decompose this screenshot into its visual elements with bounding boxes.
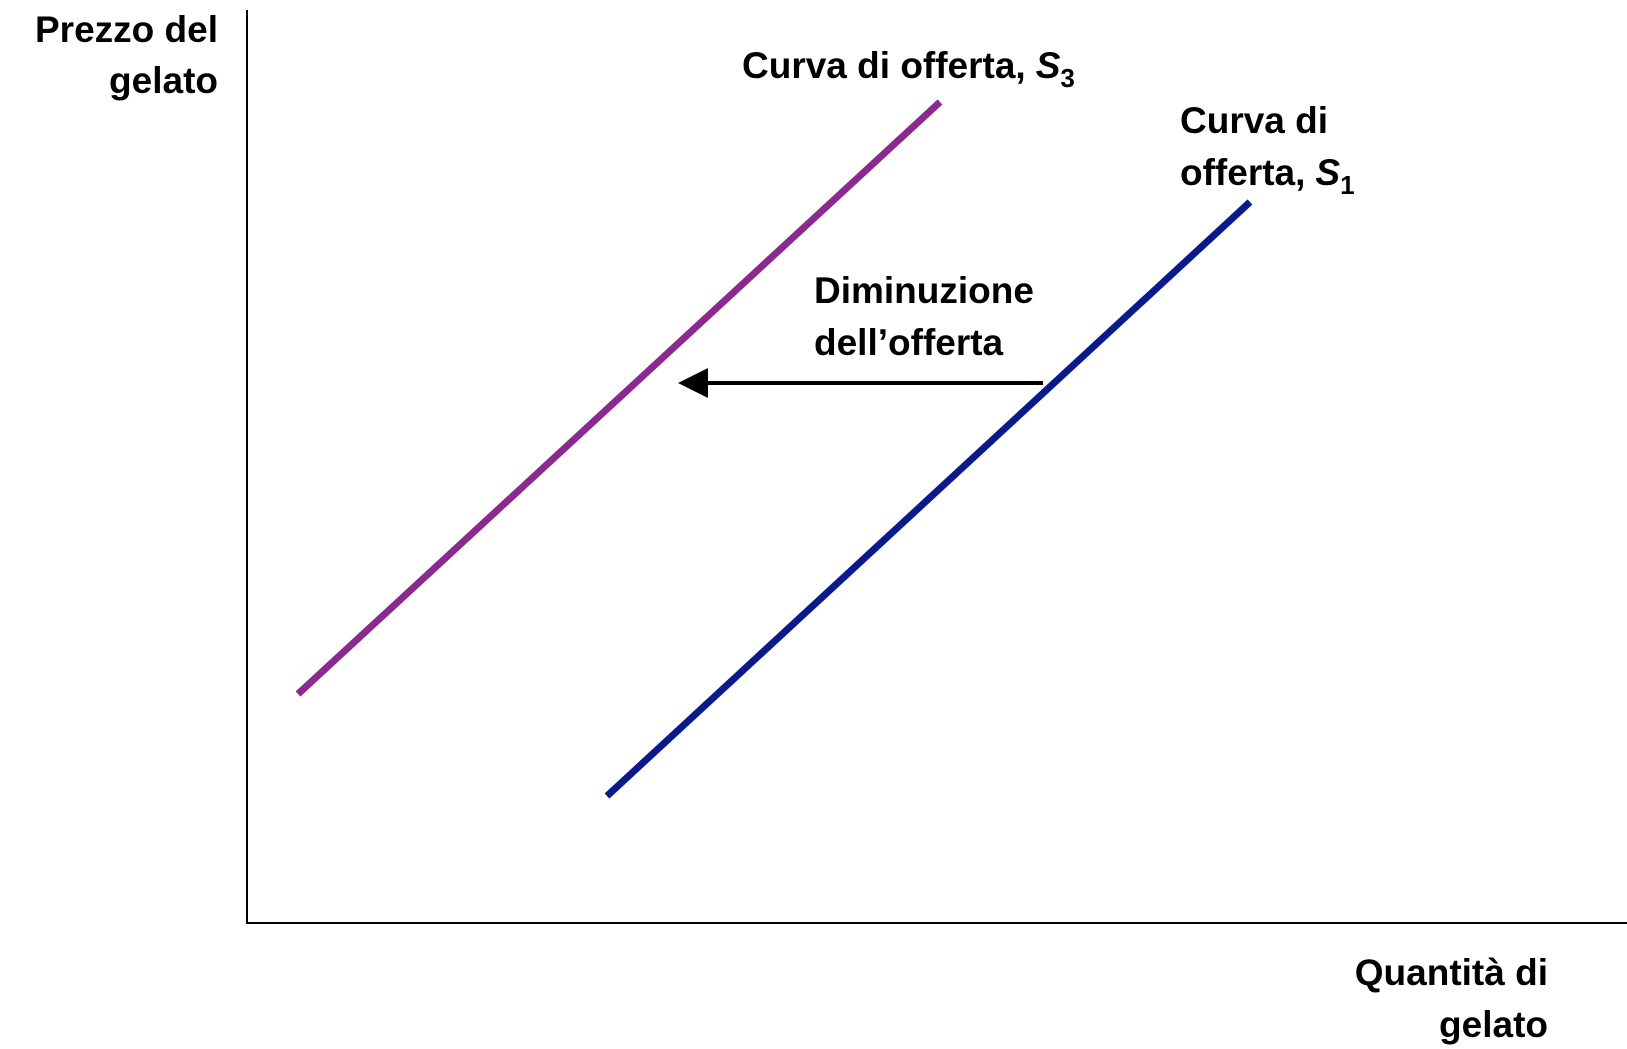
y-axis-label: Prezzo del: [35, 9, 218, 50]
curve-label: offerta, S1: [1180, 152, 1355, 200]
curve-label-text: Curva di offerta,: [742, 45, 1026, 86]
supply-curve-s1: [604, 199, 1253, 799]
curve-subscript: 3: [1060, 63, 1074, 93]
y-axis-label: gelato: [109, 60, 218, 101]
curve-label: Curva di: [1180, 100, 1328, 141]
curve-symbol: S: [1036, 45, 1061, 86]
curve-label: Curva di offerta, S3: [742, 45, 1075, 93]
arrow-head: [678, 368, 708, 398]
annotation: dell’offerta: [814, 322, 1004, 363]
annotation: Diminuzione: [814, 270, 1034, 311]
supply-curve-s3: [295, 99, 943, 697]
curve-subscript: 1: [1340, 170, 1354, 200]
x-axis-label: gelato: [1439, 1004, 1548, 1045]
curve-label-text: offerta,: [1180, 152, 1305, 193]
curve-symbol: S: [1315, 152, 1340, 193]
x-axis-label: Quantità di: [1355, 952, 1548, 993]
